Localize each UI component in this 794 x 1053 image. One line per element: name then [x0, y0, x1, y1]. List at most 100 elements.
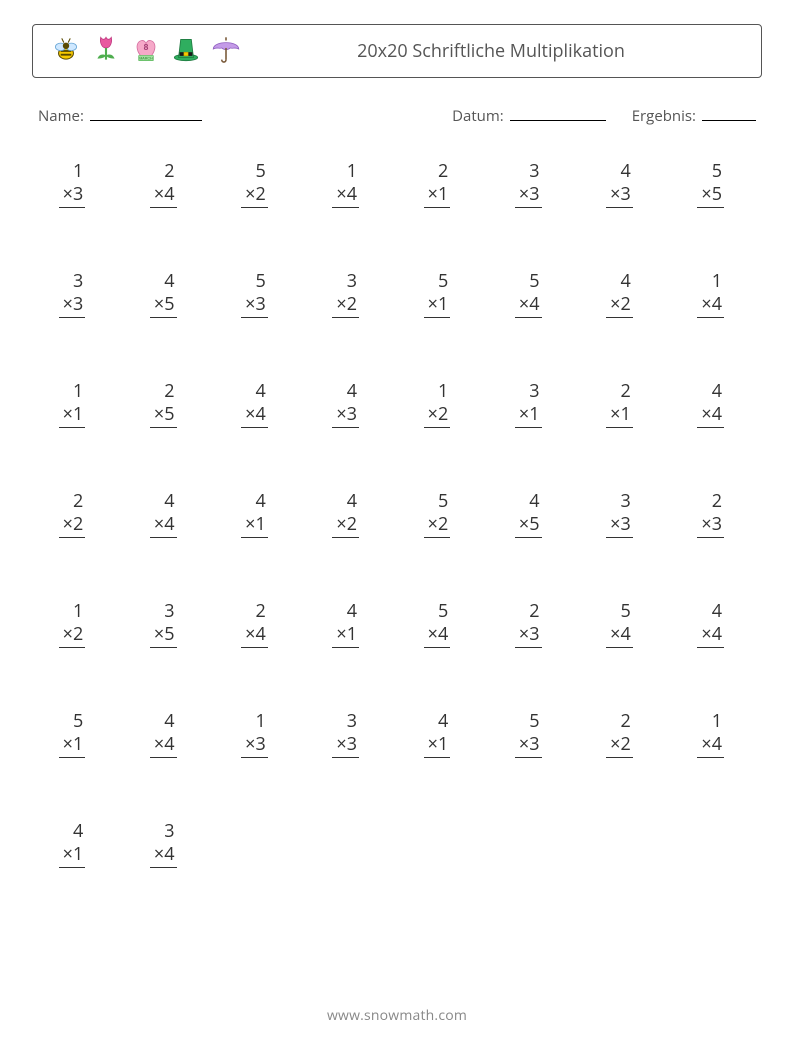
multiplicand: 5 [620, 600, 632, 623]
multiplication-problem: 2×4 [123, 160, 214, 208]
multiplicand: 4 [438, 710, 450, 733]
multiplier: ×2 [59, 623, 86, 649]
name-blank [90, 107, 202, 121]
multiplication-problem: 4×1 [215, 490, 306, 538]
multiplier: ×4 [697, 293, 724, 319]
multiplier: ×3 [606, 513, 633, 539]
multiplication-problem: 1×4 [306, 160, 397, 208]
multiplier: ×1 [424, 183, 451, 209]
multiplication-problem: 5×4 [488, 270, 579, 318]
multiplicand: 4 [347, 490, 359, 513]
multiplication-problem: 4×4 [215, 380, 306, 428]
multiplication-problem: 2×5 [123, 380, 214, 428]
multiplication-problem: 2×3 [671, 490, 762, 538]
multiplier: ×4 [606, 623, 633, 649]
multiplier: ×3 [515, 733, 542, 759]
multiplier: ×3 [515, 183, 542, 209]
multiplicand: 1 [73, 160, 85, 183]
multiplier: ×5 [150, 293, 177, 319]
multiplication-problem: 5×4 [397, 600, 488, 648]
multiplication-problem: 4×5 [488, 490, 579, 538]
multiplier: ×4 [697, 623, 724, 649]
multiplier: ×3 [332, 403, 359, 429]
multiplicand: 5 [529, 710, 541, 733]
multiplicand: 3 [620, 490, 632, 513]
multiplication-problem: 4×5 [123, 270, 214, 318]
multiplicand: 3 [347, 270, 359, 293]
multiplicand: 2 [620, 710, 632, 733]
worksheet-page: 8 MARCH [0, 0, 794, 868]
multiplicand: 2 [164, 160, 176, 183]
multiplier: ×4 [515, 293, 542, 319]
multiplication-problem: 5×2 [215, 160, 306, 208]
multiplicand: 5 [255, 160, 267, 183]
multiplicand: 5 [438, 600, 450, 623]
multiplicand: 4 [164, 270, 176, 293]
multiplication-problem: 3×5 [123, 600, 214, 648]
multiplier: ×1 [332, 623, 359, 649]
multiplicand: 5 [438, 270, 450, 293]
date-blank [510, 107, 606, 121]
march8-heart-icon: 8 MARCH [129, 32, 163, 71]
multiplier: ×2 [606, 293, 633, 319]
multiplier: ×4 [424, 623, 451, 649]
multiplication-problem: 4×4 [123, 490, 214, 538]
multiplication-problem: 2×4 [215, 600, 306, 648]
multiplicand: 4 [712, 380, 724, 403]
multiplicand: 5 [712, 160, 724, 183]
multiplier: ×1 [241, 513, 268, 539]
multiplier: ×4 [241, 403, 268, 429]
multiplication-problem: 2×1 [580, 380, 671, 428]
multiplicand: 1 [73, 600, 85, 623]
multiplier: ×4 [697, 403, 724, 429]
multiplier: ×2 [241, 183, 268, 209]
multiplication-problem: 4×3 [580, 160, 671, 208]
multiplicand: 4 [347, 600, 359, 623]
multiplication-problem: 4×4 [671, 380, 762, 428]
multiplier: ×4 [150, 733, 177, 759]
multiplicand: 2 [164, 380, 176, 403]
multiplicand: 2 [255, 600, 267, 623]
multiplier: ×2 [424, 403, 451, 429]
multiplier: ×1 [59, 403, 86, 429]
multiplication-problem: 1×4 [671, 270, 762, 318]
multiplier: ×5 [150, 403, 177, 429]
multiplication-problem: 1×3 [215, 710, 306, 758]
multiplicand: 1 [73, 380, 85, 403]
svg-text:8: 8 [144, 42, 149, 52]
multiplicand: 5 [529, 270, 541, 293]
multiplier: ×1 [59, 733, 86, 759]
multiplication-problem: 5×1 [32, 710, 123, 758]
multiplicand: 2 [438, 160, 450, 183]
multiplicand: 1 [438, 380, 450, 403]
multiplication-problem: 5×3 [488, 710, 579, 758]
multiplicand: 1 [347, 160, 359, 183]
multiplicand: 3 [73, 270, 85, 293]
multiplication-problem: 4×1 [397, 710, 488, 758]
result-label: Ergebnis: [632, 106, 696, 126]
multiplier: ×3 [59, 293, 86, 319]
multiplicand: 2 [529, 600, 541, 623]
multiplier: ×4 [697, 733, 724, 759]
multiplication-problem: 3×2 [306, 270, 397, 318]
multiplicand: 4 [620, 160, 632, 183]
multiplicand: 3 [529, 160, 541, 183]
multiplication-problem: 4×1 [32, 820, 123, 868]
multiplier: ×1 [515, 403, 542, 429]
leprechaun-hat-icon [169, 32, 203, 71]
multiplier: ×2 [332, 293, 359, 319]
multiplication-problem: 1×4 [671, 710, 762, 758]
multiplication-problem: 2×2 [580, 710, 671, 758]
multiplication-problem: 5×1 [397, 270, 488, 318]
bee-icon [49, 32, 83, 71]
multiplicand: 1 [255, 710, 267, 733]
multiplicand: 4 [529, 490, 541, 513]
multiplier: ×1 [59, 843, 86, 869]
multiplier: ×4 [150, 513, 177, 539]
multiplicand: 4 [255, 490, 267, 513]
multiplication-problem: 3×3 [580, 490, 671, 538]
worksheet-title: 20x20 Schriftliche Multiplikation [249, 39, 745, 63]
multiplier: ×1 [424, 733, 451, 759]
header-icons: 8 MARCH [49, 32, 243, 71]
header-bar: 8 MARCH [32, 24, 762, 78]
